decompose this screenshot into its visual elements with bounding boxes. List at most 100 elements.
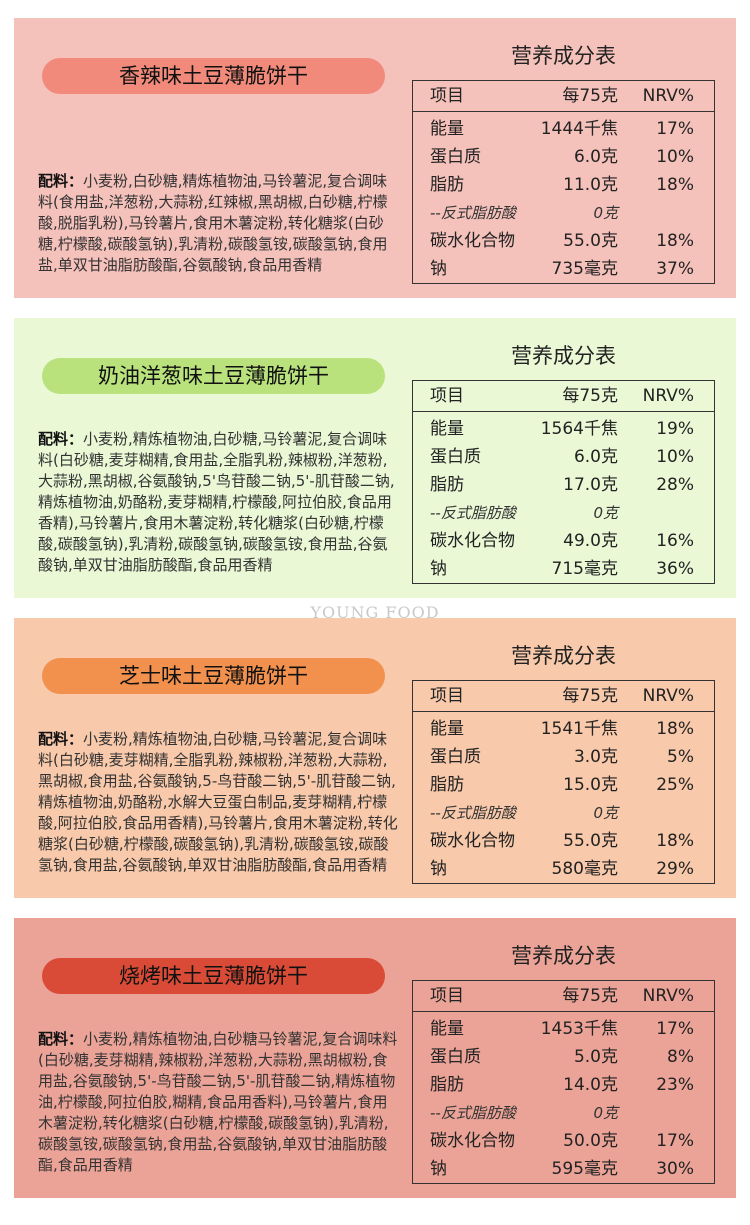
table-row: 蛋白质 6.0克 10%: [413, 443, 714, 471]
table-cell: 10%: [656, 147, 694, 167]
table-row: 钠 715毫克 36%: [413, 555, 714, 583]
table-cell: 6.0克: [573, 147, 618, 167]
table-cell: 0克: [593, 1104, 618, 1122]
table-cell: 14.0克: [563, 1075, 618, 1095]
table-cell: 18%: [656, 719, 694, 739]
header-cell: 项目: [430, 386, 464, 406]
table-cell: 37%: [656, 259, 694, 279]
header-cell: 每75克: [562, 86, 618, 106]
table-cell: 0克: [593, 204, 618, 222]
table-cell: 29%: [656, 859, 694, 879]
ingredients-text: 小麦粉,精炼植物油,白砂糖马铃薯泥,复合调味料(白砂糖,麦芽糊精,辣椒粉,洋葱粉…: [38, 1030, 398, 1174]
table-cell: 18%: [656, 831, 694, 851]
table-row: 碳水化合物 55.0克 18%: [413, 227, 714, 255]
table-cell: --反式脂肪酸: [430, 804, 516, 822]
table-cell: 17.0克: [563, 475, 618, 495]
table-cell: 3.0克: [573, 747, 618, 767]
table-cell: 蛋白质: [430, 147, 481, 167]
header-cell: NRV%: [642, 986, 694, 1006]
table-cell: 能量: [430, 719, 464, 739]
table-row: 脂肪 11.0克 18%: [413, 171, 714, 199]
table-row: 蛋白质 6.0克 10%: [413, 143, 714, 171]
header-cell: 项目: [430, 86, 464, 106]
table-cell: 1444千焦: [540, 119, 618, 139]
table-header: 项目 每75克 NRV%: [413, 81, 714, 112]
table-header: 项目 每75克 NRV%: [413, 381, 714, 412]
ingredients-text: 小麦粉,精炼植物油,白砂糖,马铃薯泥,复合调味料(白砂糖,麦芽糊精,食用盐,全脂…: [38, 430, 395, 574]
table-cell: 1564千焦: [540, 419, 618, 439]
header-cell: NRV%: [642, 386, 694, 406]
table-cell: 1453千焦: [540, 1019, 618, 1039]
table-cell: 5.0克: [573, 1047, 618, 1067]
table-cell: 碳水化合物: [430, 531, 515, 551]
header-cell: 每75克: [562, 986, 618, 1006]
product-panel: 奶油洋葱味土豆薄脆饼干 配料：小麦粉,精炼植物油,白砂糖,马铃薯泥,复合调味料(白…: [14, 318, 736, 598]
product-panel: 香辣味土豆薄脆饼干配料：小麦粉,白砂糖,精炼植物油,马铃薯泥,复合调味料(食用盐…: [14, 18, 736, 298]
table-cell: 能量: [430, 419, 464, 439]
table-cell: 脂肪: [430, 175, 464, 195]
table-cell: 25%: [656, 775, 694, 795]
table-row: --反式脂肪酸 0克: [413, 199, 714, 227]
table-cell: 17%: [656, 1131, 694, 1151]
table-cell: 钠: [430, 559, 447, 579]
product-panel: 烧烤味土豆薄脆饼干配料：小麦粉,精炼植物油,白砂糖马铃薯泥,复合调味料(白砂糖,…: [14, 918, 736, 1198]
table-cell: 碳水化合物: [430, 1131, 515, 1151]
ingredients-label: 配料：: [38, 730, 84, 748]
table-cell: 23%: [656, 1075, 694, 1095]
table-cell: 17%: [656, 1019, 694, 1039]
table-row: 蛋白质 3.0克 5%: [413, 743, 714, 771]
ingredients: 配料：小麦粉,白砂糖,精炼植物油,马铃薯泥,复合调味料(食用盐,洋葱粉,大蒜粉,…: [38, 171, 400, 276]
nutrition-title: 营养成分表: [511, 44, 616, 68]
table-row: --反式脂肪酸 0克: [413, 1099, 714, 1127]
table-cell: 蛋白质: [430, 447, 481, 467]
table-cell: 碳水化合物: [430, 231, 515, 251]
table-cell: 能量: [430, 1019, 464, 1039]
table-cell: 15.0克: [563, 775, 618, 795]
table-cell: 钠: [430, 259, 447, 279]
nutrition-table: 项目 每75克 NRV% 能量 1564千焦 19% 蛋白质 6.0克 10% 脂肪 17.0克 28…: [412, 380, 715, 584]
ingredients: 配料：小麦粉,精炼植物油,白砂糖马铃薯泥,复合调味料(白砂糖,麦芽糊精,辣椒粉,…: [38, 1029, 400, 1176]
product-panel: 芝士味土豆薄脆饼干配料：小麦粉,精炼植物油,白砂糖,马铃薯泥,复合调味料(白砂糖…: [14, 618, 736, 898]
ingredients: 配料：小麦粉,精炼植物油,白砂糖,马铃薯泥,复合调味料(白砂糖,麦芽糊精,食用盐…: [38, 429, 400, 576]
table-cell: 18%: [656, 175, 694, 195]
table-cell: --反式脂肪酸: [430, 1104, 516, 1122]
table-row: 能量 1541千焦 18%: [413, 715, 714, 743]
ingredients-label: 配料：: [38, 430, 84, 448]
table-row: 碳水化合物 50.0克 17%: [413, 1127, 714, 1155]
ingredients: 配料：小麦粉,精炼植物油,白砂糖,马铃薯泥,复合调味料(白砂糖,麦芽糊精,全脂乳…: [38, 729, 400, 876]
table-cell: 55.0克: [563, 831, 618, 851]
header-cell: 项目: [430, 986, 464, 1006]
table-cell: 55.0克: [563, 231, 618, 251]
table-header: 项目 每75克 NRV%: [413, 981, 714, 1012]
nutrition-title: 营养成分表: [511, 644, 616, 668]
table-header: 项目 每75克 NRV%: [413, 681, 714, 712]
table-row: 碳水化合物 49.0克 16%: [413, 527, 714, 555]
ingredients-label: 配料：: [38, 172, 84, 190]
table-cell: 脂肪: [430, 775, 464, 795]
nutrition-table: 项目 每75克 NRV% 能量 1453千焦 17% 蛋白质 5.0克 8% 脂肪 14.0克 23%…: [412, 980, 715, 1184]
table-cell: 10%: [656, 447, 694, 467]
table-cell: 11.0克: [563, 175, 618, 195]
table-cell: 595毫克: [551, 1159, 618, 1179]
table-cell: 1541千焦: [540, 719, 618, 739]
table-cell: 36%: [656, 559, 694, 579]
product-name: 香辣味土豆薄脆饼干: [42, 58, 385, 94]
table-row: --反式脂肪酸 0克: [413, 499, 714, 527]
table-row: 能量 1444千焦 17%: [413, 115, 714, 143]
table-cell: 50.0克: [563, 1131, 618, 1151]
table-row: 蛋白质 5.0克 8%: [413, 1043, 714, 1071]
header-cell: 每75克: [562, 386, 618, 406]
table-row: 脂肪 15.0克 25%: [413, 771, 714, 799]
table-cell: 脂肪: [430, 475, 464, 495]
product-name: 烧烤味土豆薄脆饼干: [42, 958, 385, 994]
header-cell: NRV%: [642, 86, 694, 106]
table-cell: 6.0克: [573, 447, 618, 467]
table-row: 能量 1564千焦 19%: [413, 415, 714, 443]
table-cell: 735毫克: [551, 259, 618, 279]
table-cell: 蛋白质: [430, 747, 481, 767]
table-row: 能量 1453千焦 17%: [413, 1015, 714, 1043]
header-cell: 项目: [430, 686, 464, 706]
table-cell: 钠: [430, 859, 447, 879]
product-name: 芝士味土豆薄脆饼干: [42, 658, 385, 694]
